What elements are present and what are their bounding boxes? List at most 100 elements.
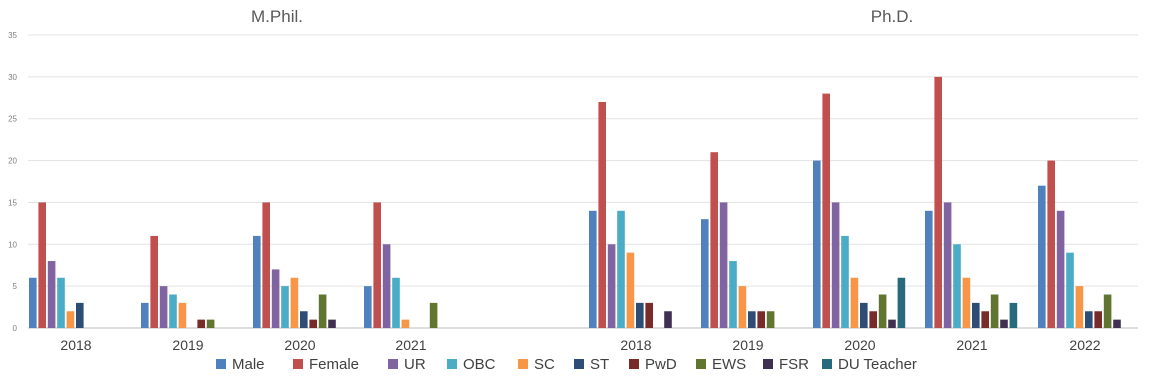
y-tick-label-15: 15 (8, 198, 17, 207)
x-tick-label-mphil-2020: 2020 (284, 337, 315, 353)
bar-mphil-2019-male (141, 302, 149, 328)
bar-mphil-2019-female (150, 235, 158, 328)
bar-phd-2022-pwd (1094, 311, 1102, 328)
legend-label-obc: OBC (463, 356, 496, 373)
bar-phd-2020-st (860, 302, 868, 328)
x-tick-label-phd-2021: 2021 (956, 337, 987, 353)
bar-phd-2020-pwd (869, 311, 877, 328)
bar-mphil-2021-sc (401, 319, 410, 328)
legend-label-pwd: PwD (645, 356, 677, 373)
y-tick-label-0: 0 (13, 324, 18, 333)
x-tick-label-mphil-2021: 2021 (395, 337, 426, 353)
bar-phd-2020-female (822, 93, 830, 328)
bar-phd-2019-st (748, 311, 756, 328)
bar-phd-2021-ews (990, 294, 999, 328)
bar-phd-2021-obc (953, 244, 961, 328)
bar-phd-2021-male (925, 210, 933, 328)
bar-phd-2021-ur (943, 202, 952, 328)
legend-label-ews: EWS (712, 356, 746, 373)
x-tick-label-mphil-2019: 2019 (172, 337, 203, 353)
bar-phd-2020-male (813, 160, 821, 328)
bar-mphil-2018-sc (66, 311, 75, 328)
bar-phd-2020-ews (878, 294, 887, 328)
y-tick-label-10: 10 (8, 240, 17, 249)
bar-mphil-2019-obc (169, 294, 177, 328)
bar-phd-2022-ur (1056, 210, 1065, 328)
x-tick-label-mphil-2018: 2018 (60, 337, 91, 353)
bar-phd-2019-obc (729, 261, 737, 328)
bar-mphil-2020-obc (281, 286, 289, 328)
bar-phd-2020-obc (841, 235, 849, 328)
legend-swatch-sc (518, 359, 528, 369)
bar-phd-2020-du-teacher (897, 277, 906, 328)
bar-phd-2018-sc (626, 252, 635, 328)
bar-phd-2022-obc (1066, 252, 1074, 328)
panel-title-mphil: M.Phil. (251, 7, 303, 26)
bar-mphil-2020-pwd (309, 319, 317, 328)
y-tick-label-30: 30 (8, 73, 17, 82)
bar-mphil-2021-ews (429, 302, 438, 328)
bar-phd-2022-female (1047, 160, 1055, 328)
bar-mphil-2021-male (364, 286, 372, 328)
bar-mphil-2021-female (373, 202, 381, 328)
y-tick-label-35: 35 (8, 31, 17, 40)
y-tick-label-20: 20 (8, 157, 17, 166)
bar-phd-2018-ur (607, 244, 616, 328)
bar-phd-2021-fsr (1000, 319, 1008, 328)
bar-mphil-2018-obc (57, 277, 65, 328)
bar-phd-2021-st (972, 302, 980, 328)
legend-swatch-ur (388, 359, 398, 369)
legend-label-female: Female (309, 356, 359, 373)
legend-swatch-du-teacher (822, 359, 832, 369)
bar-phd-2018-obc (617, 210, 625, 328)
legend-label-du-teacher: DU Teacher (838, 356, 917, 373)
bar-phd-2020-sc (850, 277, 859, 328)
legend-label-sc: SC (534, 356, 555, 373)
legend-swatch-st (574, 359, 584, 369)
x-tick-label-phd-2022: 2022 (1069, 337, 1100, 353)
bar-mphil-2019-ur (159, 286, 168, 328)
bar-phd-2020-ur (831, 202, 840, 328)
panel-title-phd: Ph.D. (871, 7, 914, 26)
bar-mphil-2020-sc (290, 277, 299, 328)
bar-mphil-2020-male (253, 235, 261, 328)
bar-mphil-2020-fsr (328, 319, 336, 328)
bar-phd-2018-pwd (645, 302, 653, 328)
bar-phd-2022-sc (1075, 286, 1084, 328)
bar-phd-2021-sc (962, 277, 971, 328)
bar-mphil-2018-st (76, 302, 84, 328)
bar-mphil-2021-ur (382, 244, 391, 328)
bar-phd-2022-male (1038, 185, 1046, 328)
bar-mphil-2020-female (262, 202, 270, 328)
bar-phd-2020-fsr (888, 319, 896, 328)
legend-swatch-obc (447, 359, 457, 369)
bar-mphil-2019-sc (178, 302, 187, 328)
bar-mphil-2018-male (29, 277, 37, 328)
bar-phd-2019-ur (719, 202, 728, 328)
bar-phd-2019-ews (766, 311, 775, 328)
bar-phd-2022-fsr (1113, 319, 1121, 328)
bar-phd-2021-pwd (981, 311, 989, 328)
bar-mphil-2020-st (300, 311, 308, 328)
x-tick-label-phd-2019: 2019 (732, 337, 763, 353)
legend-swatch-female (293, 359, 303, 369)
bar-mphil-2019-ews (206, 319, 215, 328)
legend-swatch-fsr (763, 359, 773, 369)
bar-phd-2019-female (710, 152, 718, 328)
bar-mphil-2018-ur (47, 261, 56, 328)
x-tick-label-phd-2018: 2018 (620, 337, 651, 353)
bar-mphil-2020-ur (271, 269, 280, 328)
legend-swatch-pwd (629, 359, 639, 369)
y-tick-label-25: 25 (8, 115, 17, 124)
bar-phd-2019-male (701, 219, 709, 328)
bar-mphil-2020-ews (318, 294, 327, 328)
bar-phd-2018-fsr (664, 311, 672, 328)
legend-swatch-male (216, 359, 226, 369)
bar-phd-2018-female (598, 101, 606, 328)
bar-mphil-2021-obc (392, 277, 400, 328)
x-tick-label-phd-2020: 2020 (844, 337, 875, 353)
legend-swatch-ews (696, 359, 706, 369)
bar-phd-2021-du-teacher (1009, 302, 1018, 328)
